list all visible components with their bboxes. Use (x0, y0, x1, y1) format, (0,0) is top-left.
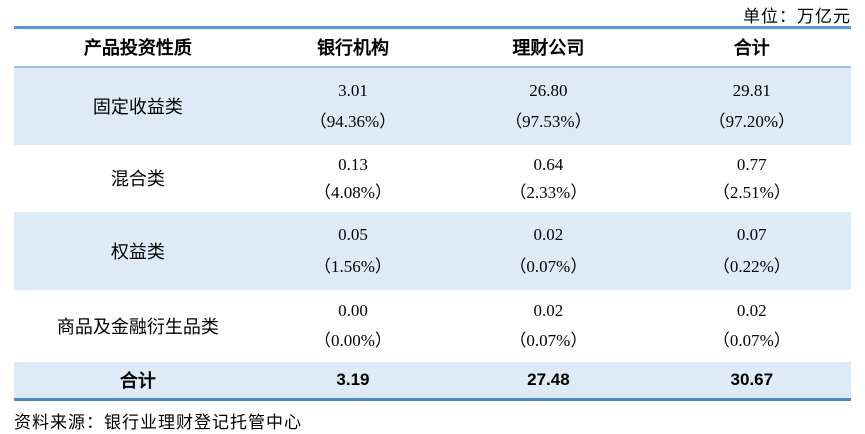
col-header-total: 合计 (652, 27, 851, 68)
cell-percent: （2.33%） (509, 182, 588, 202)
cell-percent: （97.53%） (505, 112, 592, 132)
cell-percent: （0.07%） (712, 330, 791, 350)
total-wealth-company: 27.48 (527, 369, 570, 389)
total-row: 合计 3.19 27.48 30.67 (14, 361, 851, 400)
table-row-derivatives: 商品及金融衍生品类 0.00 （0.00%） 0.02 （0.07%） 0.02 (14, 290, 851, 362)
row-label: 权益类 (110, 241, 165, 262)
cell-value: 0.13 (338, 154, 368, 174)
row-label: 商品及金融衍生品类 (56, 316, 219, 337)
total-bank: 3.19 (336, 369, 370, 389)
cell-value: 3.01 (338, 80, 368, 100)
source-note: 资料来源：银行业理财登记托管中心 (14, 413, 302, 432)
cell-value: 0.00 (338, 301, 368, 321)
cell-wealth-company: 26.80 （97.53%） (444, 67, 652, 145)
cell-bank: 0.13 （4.08%） (262, 145, 444, 212)
table-row-fixed-income: 固定收益类 3.01 （94.36%） 26.80 （97.53%） 29.81 (14, 66, 851, 145)
cell-value: 29.81 (732, 80, 771, 100)
cell-total: 0.07 （0.22%） (653, 212, 851, 290)
total-overall: 30.67 (730, 369, 774, 389)
cell-value: 0.05 (338, 225, 368, 245)
table-row-equity: 权益类 0.05 （1.56%） 0.02 （0.07%） 0.07 (14, 211, 851, 290)
cell-percent: （97.20%） (708, 112, 796, 132)
cell-wealth-company: 0.02 （0.07%） (444, 290, 652, 362)
cell-percent: （4.08%） (314, 182, 392, 202)
cell-value: 0.02 (736, 301, 767, 321)
cell-percent: （0.07%） (509, 330, 588, 350)
cell-percent: （0.00%） (314, 330, 392, 350)
cell-bank: 0.00 （0.00%） (262, 290, 444, 362)
cell-bank: 3.01 （94.36%） (262, 67, 444, 145)
cell-wealth-company: 0.64 （2.33%） (444, 145, 652, 212)
unit-label: 单位：万亿元 (743, 7, 851, 26)
cell-total: 29.81 （97.20%） (653, 67, 851, 145)
cell-percent: （0.07%） (509, 256, 588, 276)
table-row-mixed: 混合类 0.13 （4.08%） 0.64 （2.33%） 0.77 (14, 145, 851, 212)
cell-percent: （94.36%） (309, 112, 397, 132)
row-label: 混合类 (110, 169, 165, 189)
cell-percent: （0.22%） (712, 256, 791, 276)
cell-value: 26.80 (529, 80, 568, 100)
total-row-label: 合计 (119, 370, 156, 391)
cell-value: 0.64 (533, 154, 564, 174)
cell-percent: （1.56%） (314, 256, 392, 276)
cell-total: 0.02 （0.07%） (653, 290, 851, 362)
col-header-bank: 银行机构 (261, 27, 445, 68)
col-header-category: 产品投资性质 (14, 27, 262, 68)
cell-value: 0.02 (533, 225, 564, 245)
row-label: 固定收益类 (92, 97, 183, 117)
table-header-row: 产品投资性质 银行机构 理财公司 合计 (14, 27, 851, 68)
cell-bank: 0.05 （1.56%） (262, 212, 444, 290)
cell-wealth-company: 0.02 （0.07%） (444, 212, 652, 290)
cell-value: 0.07 (736, 225, 767, 245)
cell-total: 0.77 （2.51%） (653, 145, 851, 212)
cell-value: 0.02 (533, 301, 564, 321)
investment-nature-table: 产品投资性质 银行机构 理财公司 合计 固定收益类 3.01 （94.36%） … (14, 26, 851, 401)
cell-value: 0.77 (736, 154, 767, 174)
col-header-wealth-company: 理财公司 (444, 27, 653, 68)
cell-percent: （2.51%） (712, 182, 791, 202)
